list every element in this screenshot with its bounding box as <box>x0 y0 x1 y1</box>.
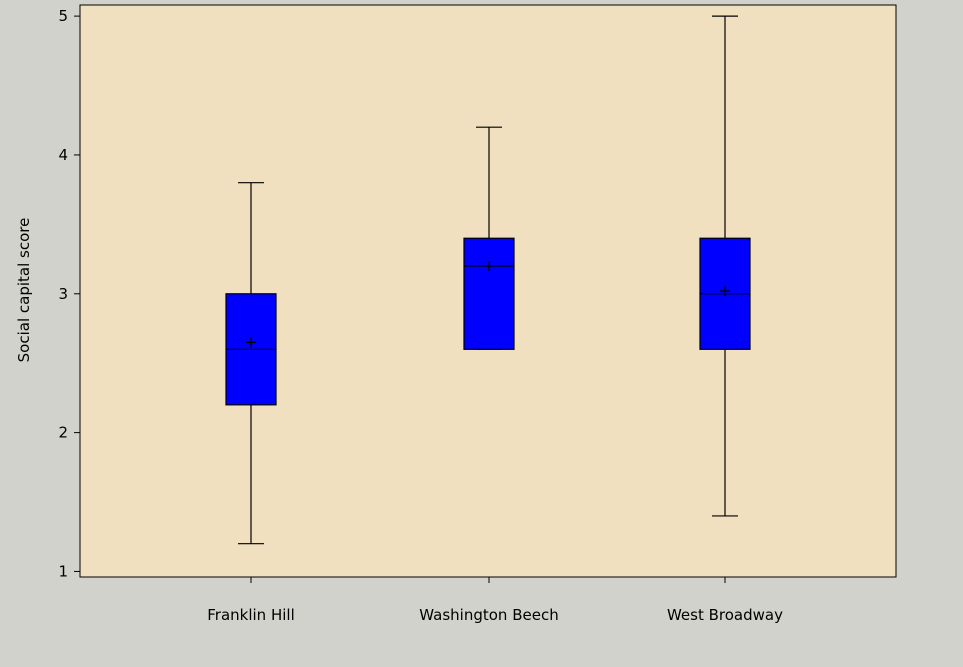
box-franklin-hill <box>225 182 277 545</box>
x-axis: Franklin Hill Washington Beech West Broadw… <box>207 577 783 624</box>
y-axis-label: Social capital score <box>15 218 33 363</box>
y-tick-label: 5 <box>58 7 68 25</box>
x-tick-label: Franklin Hill <box>207 606 294 624</box>
box-washington-beech <box>463 126 515 350</box>
x-tick-label: Washington Beech <box>419 606 558 624</box>
x-tick-label: West Broadway <box>667 606 783 624</box>
y-tick-label: 1 <box>58 562 68 580</box>
y-tick-label: 4 <box>58 146 68 164</box>
y-tick-label: 3 <box>58 285 68 303</box>
box-west-broadway <box>699 15 751 517</box>
box-series <box>225 15 751 545</box>
iqr-box <box>463 237 515 350</box>
y-axis: 1 2 3 4 5 <box>58 7 80 580</box>
y-tick-label: 2 <box>58 424 68 442</box>
